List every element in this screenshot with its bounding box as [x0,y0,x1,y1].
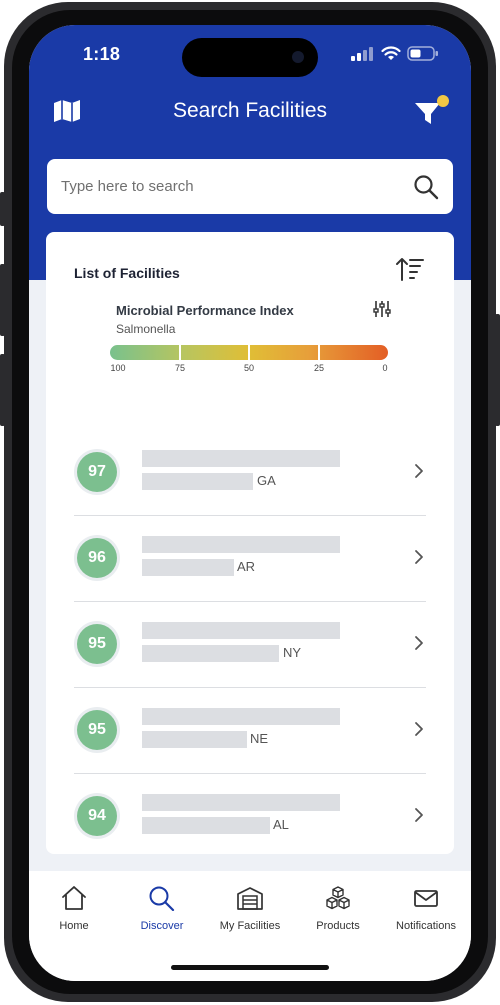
dynamic-island [182,38,318,77]
facility-name-placeholder [142,708,340,725]
map-icon[interactable] [53,100,81,122]
tab-label: Products [316,920,360,932]
performance-scale-bar [110,345,388,360]
facility-icon [237,887,263,910]
search-input[interactable]: Type here to search [61,178,194,195]
facility-state: GA [257,473,276,488]
tab-products[interactable]: Products [293,885,383,932]
facility-state: AL [273,817,289,832]
power-button [495,314,500,426]
facility-state: NE [250,731,269,746]
volume-up-button [0,264,5,336]
index-subtitle: Salmonella [116,322,176,336]
facility-row[interactable]: 95 NE [74,688,426,774]
tab-label: My Facilities [219,920,281,932]
volume-down-button [0,354,5,426]
facility-address-placeholder [142,817,270,834]
chevron-right-icon[interactable] [414,807,424,823]
score-badge: 94 [77,796,117,836]
scale-label: 25 [313,363,324,373]
facility-address-placeholder [142,473,253,490]
mute-switch [0,192,5,226]
chevron-right-icon[interactable] [414,721,424,737]
home-icon [62,886,86,910]
battery-icon [407,46,438,61]
row-divider [74,515,426,516]
sort-icon[interactable] [395,256,425,282]
search-icon [149,886,175,911]
home-indicator[interactable] [171,965,329,970]
scale-tick [179,345,181,360]
score-badge: 95 [77,710,117,750]
facility-address-placeholder [142,731,247,748]
bottom-tab-bar: Home Discover My Facilities Products [29,871,471,981]
tune-icon[interactable] [373,300,391,318]
tab-home[interactable]: Home [29,885,119,932]
app-header: Search Facilities [29,94,471,137]
facility-name-placeholder [142,536,340,553]
facility-address-placeholder [142,645,279,662]
tab-label: Notifications [396,920,456,932]
facility-row[interactable]: 94 AL [74,774,426,860]
list-title: List of Facilities [74,265,180,281]
scale-label: 50 [243,363,254,373]
scale-tick [248,345,250,360]
scale-tick [318,345,320,360]
tab-label: Home [59,920,89,932]
facility-state: AR [237,559,256,574]
facility-name-placeholder [142,450,340,467]
chevron-right-icon[interactable] [414,463,424,479]
row-divider [74,773,426,774]
facilities-card: List of Facilities Microbial Performance… [46,232,454,854]
cubes-icon [326,886,350,910]
row-divider [74,687,426,688]
search-icon[interactable] [413,174,439,200]
facility-row[interactable]: 95 NY [74,602,426,688]
scale-label: 0 [382,363,388,373]
wifi-icon [381,46,401,60]
app-screen: 1:18 Search Facilities Ty [29,25,471,981]
scale-label: 75 [174,363,185,373]
score-badge: 97 [77,452,117,492]
page-title: Search Facilities [172,99,328,122]
score-badge: 96 [77,538,117,578]
status-time: 1:18 [83,44,121,64]
tab-label: Discover [140,920,184,932]
facility-row[interactable]: 97 GA [74,430,426,516]
search-bar[interactable]: Type here to search [47,159,453,214]
status-bar: 1:18 [29,25,471,85]
index-title: Microbial Performance Index [116,303,294,318]
facility-name-placeholder [142,794,340,811]
camera-icon [292,51,304,63]
score-badge: 95 [77,624,117,664]
notification-dot [437,95,449,107]
tab-discover[interactable]: Discover [117,885,207,932]
envelope-icon [414,890,438,907]
chevron-right-icon[interactable] [414,635,424,651]
filter-icon[interactable] [413,94,451,128]
facility-state: NY [283,645,302,660]
tab-my-facilities[interactable]: My Facilities [205,885,295,932]
cellular-signal-icon [351,47,373,61]
facility-address-placeholder [142,559,234,576]
chevron-right-icon[interactable] [414,549,424,565]
facility-row[interactable]: 96 AR [74,516,426,602]
scale-label: 100 [110,363,126,373]
row-divider [74,601,426,602]
facility-name-placeholder [142,622,340,639]
tab-notifications[interactable]: Notifications [381,885,471,932]
